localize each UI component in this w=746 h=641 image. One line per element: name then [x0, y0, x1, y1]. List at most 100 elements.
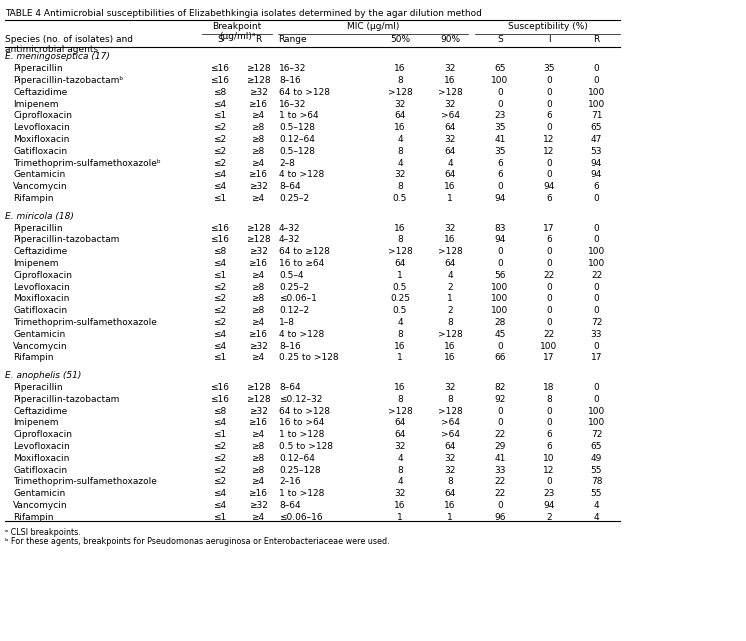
Text: ≤1: ≤1	[213, 112, 227, 121]
Text: 0.25: 0.25	[390, 294, 410, 303]
Text: 17: 17	[543, 353, 555, 362]
Text: 29: 29	[495, 442, 506, 451]
Text: ≥128: ≥128	[245, 224, 270, 233]
Text: ≤4: ≤4	[213, 182, 227, 191]
Text: Gatifloxacin: Gatifloxacin	[13, 147, 67, 156]
Text: ≤2: ≤2	[213, 306, 227, 315]
Text: 23: 23	[543, 489, 555, 498]
Text: 32: 32	[395, 489, 406, 498]
Text: 0: 0	[497, 259, 503, 268]
Text: 2–8: 2–8	[279, 158, 295, 167]
Text: 90%: 90%	[440, 35, 460, 44]
Text: 0.5: 0.5	[393, 283, 407, 292]
Text: 6: 6	[546, 112, 552, 121]
Text: ≤16: ≤16	[210, 224, 230, 233]
Text: 0.12–2: 0.12–2	[279, 306, 309, 315]
Text: ≤1: ≤1	[213, 513, 227, 522]
Text: 4: 4	[447, 271, 453, 280]
Text: Ceftazidime: Ceftazidime	[13, 88, 67, 97]
Text: Gentamicin: Gentamicin	[13, 489, 65, 498]
Text: 100: 100	[540, 342, 557, 351]
Text: ≥8: ≥8	[251, 306, 265, 315]
Text: 0: 0	[546, 88, 552, 97]
Text: ≥8: ≥8	[251, 294, 265, 303]
Text: 1: 1	[397, 353, 403, 362]
Text: ≥128: ≥128	[245, 235, 270, 244]
Text: 53: 53	[591, 147, 602, 156]
Text: Vancomycin: Vancomycin	[13, 182, 68, 191]
Text: 0: 0	[594, 224, 599, 233]
Text: ≤2: ≤2	[213, 123, 227, 132]
Text: 64: 64	[445, 171, 456, 179]
Text: 0: 0	[594, 235, 599, 244]
Text: 0.5: 0.5	[393, 194, 407, 203]
Text: 16: 16	[394, 383, 406, 392]
Text: 28: 28	[495, 318, 506, 327]
Text: 22: 22	[543, 271, 554, 280]
Text: ≥16: ≥16	[248, 259, 268, 268]
Text: 8: 8	[447, 478, 453, 487]
Text: TABLE 4 Antimicrobial susceptibilities of Elizabethkingia isolates determined by: TABLE 4 Antimicrobial susceptibilities o…	[5, 9, 482, 18]
Text: ≤2: ≤2	[213, 442, 227, 451]
Text: Piperacillin: Piperacillin	[13, 64, 63, 73]
Text: 16: 16	[445, 353, 456, 362]
Text: ≤4: ≤4	[213, 259, 227, 268]
Text: S: S	[497, 35, 503, 44]
Text: 8: 8	[447, 395, 453, 404]
Text: ≥4: ≥4	[251, 158, 265, 167]
Text: >128: >128	[438, 330, 463, 339]
Text: Piperacillin: Piperacillin	[13, 224, 63, 233]
Text: 0: 0	[546, 283, 552, 292]
Text: ≥128: ≥128	[245, 64, 270, 73]
Text: 0.25–2: 0.25–2	[279, 283, 309, 292]
Text: 8–64: 8–64	[279, 383, 301, 392]
Text: 100: 100	[588, 259, 605, 268]
Text: 100: 100	[492, 76, 509, 85]
Text: 0.5–128: 0.5–128	[279, 123, 315, 132]
Text: ≤2: ≤2	[213, 283, 227, 292]
Text: 4–32: 4–32	[279, 224, 301, 233]
Text: 0: 0	[497, 99, 503, 108]
Text: 64: 64	[445, 259, 456, 268]
Text: 32: 32	[395, 442, 406, 451]
Text: 1–8: 1–8	[279, 318, 295, 327]
Text: 8–16: 8–16	[279, 76, 301, 85]
Text: 6: 6	[497, 171, 503, 179]
Text: ≤16: ≤16	[210, 395, 230, 404]
Text: 22: 22	[495, 478, 506, 487]
Text: 8–64: 8–64	[279, 182, 301, 191]
Text: 6: 6	[497, 158, 503, 167]
Text: 10: 10	[543, 454, 555, 463]
Text: 100: 100	[492, 306, 509, 315]
Text: 64 to >128: 64 to >128	[279, 88, 330, 97]
Text: Gentamicin: Gentamicin	[13, 330, 65, 339]
Text: ≥128: ≥128	[245, 383, 270, 392]
Text: Moxifloxacin: Moxifloxacin	[13, 454, 69, 463]
Text: 1: 1	[447, 513, 453, 522]
Text: 0.5–128: 0.5–128	[279, 147, 315, 156]
Text: 0: 0	[497, 182, 503, 191]
Text: ᵃ CLSI breakpoints.: ᵃ CLSI breakpoints.	[5, 528, 81, 537]
Text: 0: 0	[594, 76, 599, 85]
Text: >128: >128	[438, 247, 463, 256]
Text: 1 to >128: 1 to >128	[279, 489, 325, 498]
Text: 100: 100	[492, 294, 509, 303]
Text: 35: 35	[495, 123, 506, 132]
Text: 32: 32	[395, 171, 406, 179]
Text: 6: 6	[594, 182, 599, 191]
Text: R: R	[255, 35, 261, 44]
Text: 17: 17	[543, 224, 555, 233]
Text: 0.25–2: 0.25–2	[279, 194, 309, 203]
Text: >64: >64	[440, 430, 460, 439]
Text: ≥4: ≥4	[251, 112, 265, 121]
Text: Gatifloxacin: Gatifloxacin	[13, 306, 67, 315]
Text: 0: 0	[546, 406, 552, 415]
Text: ≥8: ≥8	[251, 454, 265, 463]
Text: 4: 4	[397, 135, 403, 144]
Text: Ciprofloxacin: Ciprofloxacin	[13, 271, 72, 280]
Text: 18: 18	[543, 383, 555, 392]
Text: ≤1: ≤1	[213, 430, 227, 439]
Text: 16–32: 16–32	[279, 64, 307, 73]
Text: Ciprofloxacin: Ciprofloxacin	[13, 112, 72, 121]
Text: >128: >128	[438, 88, 463, 97]
